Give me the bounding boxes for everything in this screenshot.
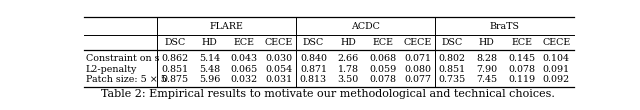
Text: ECE: ECE <box>511 38 532 47</box>
Text: 5.96: 5.96 <box>198 75 220 84</box>
Text: 0.059: 0.059 <box>369 65 396 74</box>
Text: ACDC: ACDC <box>351 22 380 31</box>
Text: Table 2: Empirical results to motivate our methodological and technical choices.: Table 2: Empirical results to motivate o… <box>101 89 555 99</box>
Text: Patch size: 5 × 5: Patch size: 5 × 5 <box>86 75 167 84</box>
Text: CECE: CECE <box>403 38 431 47</box>
Text: DSC: DSC <box>442 38 463 47</box>
Text: 0.031: 0.031 <box>265 75 292 84</box>
Text: CECE: CECE <box>264 38 293 47</box>
Text: 0.871: 0.871 <box>300 65 327 74</box>
Text: 0.875: 0.875 <box>161 75 188 84</box>
Text: 0.043: 0.043 <box>230 54 258 63</box>
Text: 7.45: 7.45 <box>476 75 497 84</box>
Text: DSC: DSC <box>303 38 324 47</box>
Text: 0.862: 0.862 <box>161 54 188 63</box>
Text: ECE: ECE <box>372 38 394 47</box>
Text: Constraint on s: Constraint on s <box>86 54 159 63</box>
Text: 0.145: 0.145 <box>508 54 535 63</box>
Text: 2.66: 2.66 <box>337 54 359 63</box>
Text: 0.077: 0.077 <box>404 75 431 84</box>
Text: 0.091: 0.091 <box>543 65 570 74</box>
Text: 7.90: 7.90 <box>476 65 497 74</box>
Text: 0.119: 0.119 <box>508 75 535 84</box>
Text: 0.080: 0.080 <box>404 65 431 74</box>
Text: 0.078: 0.078 <box>508 65 535 74</box>
Text: ECE: ECE <box>234 38 255 47</box>
Text: 8.28: 8.28 <box>476 54 497 63</box>
Text: 0.068: 0.068 <box>369 54 396 63</box>
Text: 0.104: 0.104 <box>543 54 570 63</box>
Text: 0.092: 0.092 <box>543 75 570 84</box>
Text: CECE: CECE <box>542 38 570 47</box>
Text: 0.735: 0.735 <box>438 75 466 84</box>
Text: L2-penalty: L2-penalty <box>86 65 138 74</box>
Text: HD: HD <box>202 38 217 47</box>
Text: 5.14: 5.14 <box>199 54 220 63</box>
Text: DSC: DSC <box>164 38 186 47</box>
Text: 0.813: 0.813 <box>300 75 327 84</box>
Text: 0.071: 0.071 <box>404 54 431 63</box>
Text: 0.078: 0.078 <box>369 75 396 84</box>
Text: 3.50: 3.50 <box>337 75 359 84</box>
Text: 0.054: 0.054 <box>265 65 292 74</box>
Text: BraTS: BraTS <box>489 22 519 31</box>
Text: 0.851: 0.851 <box>438 65 466 74</box>
Text: 0.851: 0.851 <box>161 65 188 74</box>
Text: HD: HD <box>479 38 495 47</box>
Text: 0.032: 0.032 <box>230 75 258 84</box>
Text: FLARE: FLARE <box>210 22 244 31</box>
Text: 0.802: 0.802 <box>438 54 466 63</box>
Text: HD: HD <box>340 38 356 47</box>
Text: 5.48: 5.48 <box>199 65 220 74</box>
Text: 0.840: 0.840 <box>300 54 327 63</box>
Text: 1.78: 1.78 <box>338 65 358 74</box>
Text: 0.030: 0.030 <box>265 54 292 63</box>
Text: 0.065: 0.065 <box>230 65 258 74</box>
